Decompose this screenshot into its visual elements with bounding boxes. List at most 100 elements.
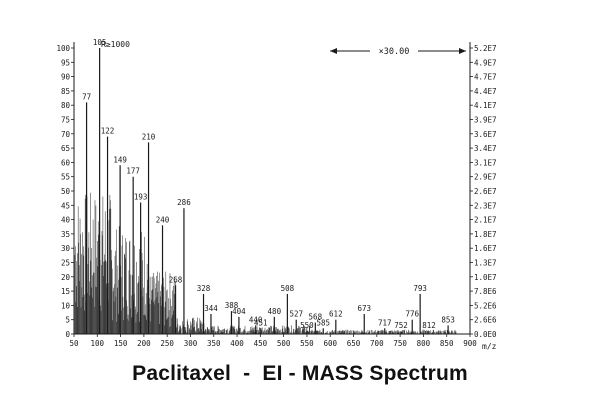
peak-label: 328 (197, 284, 211, 293)
x-tick-label: 450 (254, 339, 268, 348)
right-y-tick-label: 3.4E7 (474, 144, 497, 153)
left-y-tick-label: 65 (61, 144, 70, 153)
left-y-tick-label: 20 (61, 273, 71, 282)
x-tick-label: 600 (323, 339, 337, 348)
x-tick-label: 700 (370, 339, 384, 348)
left-y-tick-label: 10 (61, 301, 71, 310)
peak-label: 210 (142, 132, 156, 141)
peak-label: 717 (378, 318, 392, 327)
x-tick-label: 850 (440, 339, 454, 348)
left-y-tick-label: 80 (61, 101, 71, 110)
right-y-tick-label: 4.4E7 (474, 87, 497, 96)
left-y-tick-label: 90 (61, 73, 71, 82)
chart-title: Paclitaxel - EI - MASS Spectrum (132, 362, 468, 385)
peak-label: 612 (329, 310, 343, 319)
right-y-tick-label: 0.0E0 (474, 330, 497, 339)
left-y-tick-label: 15 (61, 287, 70, 296)
magnification-arrow-right-head (459, 48, 466, 54)
x-axis-unit-label: m/z (482, 342, 497, 351)
right-y-tick-label: 7.8E6 (474, 287, 497, 296)
peak-label: 451 (254, 318, 268, 327)
right-y-tick-label: 1.8E7 (474, 230, 497, 239)
left-y-tick-label: 95 (61, 58, 70, 67)
right-y-tick-label: 3.6E7 (474, 130, 497, 139)
x-tick-label: 750 (393, 339, 407, 348)
x-tick-label: 800 (417, 339, 431, 348)
peak-series (85, 48, 449, 334)
peak-label: 122 (101, 127, 115, 136)
peak-label: 853 (441, 315, 455, 324)
peak-label: 404 (232, 307, 246, 316)
peak-label: 77 (82, 92, 91, 101)
left-y-tick-label: 40 (61, 216, 71, 225)
peak-label: 105 (93, 38, 107, 47)
x-tick-label: 100 (91, 339, 105, 348)
left-y-tick-label: 60 (61, 158, 71, 167)
x-tick-label: 650 (347, 339, 361, 348)
x-tick-label: 350 (207, 339, 221, 348)
left-y-tick-label: 5 (65, 316, 70, 325)
left-y-tick-label: 100 (56, 44, 70, 53)
right-y-tick-label: 5.2E7 (474, 44, 497, 53)
right-y-tick-label: 2.3E7 (474, 201, 497, 210)
left-y-tick-label: 55 (61, 173, 70, 182)
mass-spectrum-chart: 0 5 10 15 20 25 30 35 404 550 55 60 65 70 75 80 85 90 95 10… (56, 38, 497, 351)
left-y-tick-label: 75 (61, 116, 70, 125)
peak-label: 585 (316, 318, 330, 327)
magnification-label: ×30.00 (379, 47, 410, 57)
left-y-tick-label: 35 (61, 230, 70, 239)
right-y-tick-label: 5.2E6 (474, 301, 497, 310)
left-y-tick-label: 0 (65, 330, 70, 339)
left-y-axis: 0 5 10 15 20 25 30 35 40 45 50 55 60 65 70 75 80 85 90 95 10… (56, 44, 74, 339)
peak-label: 286 (177, 198, 191, 207)
peak-label: 812 (422, 321, 436, 330)
right-y-tick-label: 1.0E7 (474, 273, 497, 282)
magnification-arrow-left-head (330, 48, 337, 54)
right-y-tick-label: 1.6E7 (474, 244, 497, 253)
peak-label: 193 (134, 192, 148, 201)
peak-label: 268 (169, 275, 183, 284)
peak-label: 177 (126, 167, 140, 176)
peak-label: 480 (268, 307, 282, 316)
right-y-tick-label: 2.9E7 (474, 173, 497, 182)
left-y-tick-label: 30 (61, 244, 71, 253)
x-tick-label: 500 (277, 339, 291, 348)
base-peak-annotation: R≥1000 (101, 40, 130, 49)
left-y-tick-label: 70 (61, 130, 71, 139)
right-y-tick-label: 1.3E7 (474, 259, 497, 268)
peak-label: 793 (413, 284, 427, 293)
right-y-tick-label: 4.1E7 (474, 101, 497, 110)
peak-label: 550 (300, 321, 314, 330)
x-tick-label: 400 (230, 339, 244, 348)
right-y-axis: 0.0E0 2.6E6 5.2E6 7.8E6 1.0E7 1.3E7 1.6E7 1.8E7… (470, 44, 497, 339)
peak-label: 752 (394, 321, 408, 330)
peak-label: 776 (405, 310, 419, 319)
peak-label: 440 (249, 315, 263, 324)
right-y-tick-label: 2.6E6 (474, 316, 497, 325)
x-tick-label: 900 (463, 339, 477, 348)
right-y-tick-label: 4.9E7 (474, 58, 497, 67)
peak-label: 568 (309, 313, 323, 322)
x-tick-label: 150 (114, 339, 128, 348)
peak-label: 508 (281, 284, 295, 293)
x-tick-label: 200 (137, 339, 151, 348)
peak-label-series: 105 77 122 149 177 193 210 240 268 286 328 344 38840… (82, 38, 455, 330)
x-tick-label: 550 (300, 339, 314, 348)
peak-label: 344 (204, 304, 218, 313)
peak-label: 149 (113, 155, 127, 164)
right-y-tick-label: 4.7E7 (474, 73, 497, 82)
background-peak-cluster (74, 192, 457, 334)
right-y-tick-label: 2.1E7 (474, 216, 497, 225)
left-y-tick-label: 25 (61, 259, 70, 268)
x-tick-label: 250 (160, 339, 174, 348)
right-y-tick-label: 3.9E7 (474, 116, 497, 125)
left-y-tick-label: 50 (61, 187, 71, 196)
peak-label: 673 (357, 304, 371, 313)
x-tick-label: 300 (184, 339, 198, 348)
peak-label: 240 (156, 215, 170, 224)
peak-label: 527 (289, 310, 303, 319)
magnification-annotation: ×30.00 R≥1000 (101, 40, 466, 57)
left-y-tick-label: 85 (61, 87, 70, 96)
x-tick-label: 50 (69, 339, 79, 348)
